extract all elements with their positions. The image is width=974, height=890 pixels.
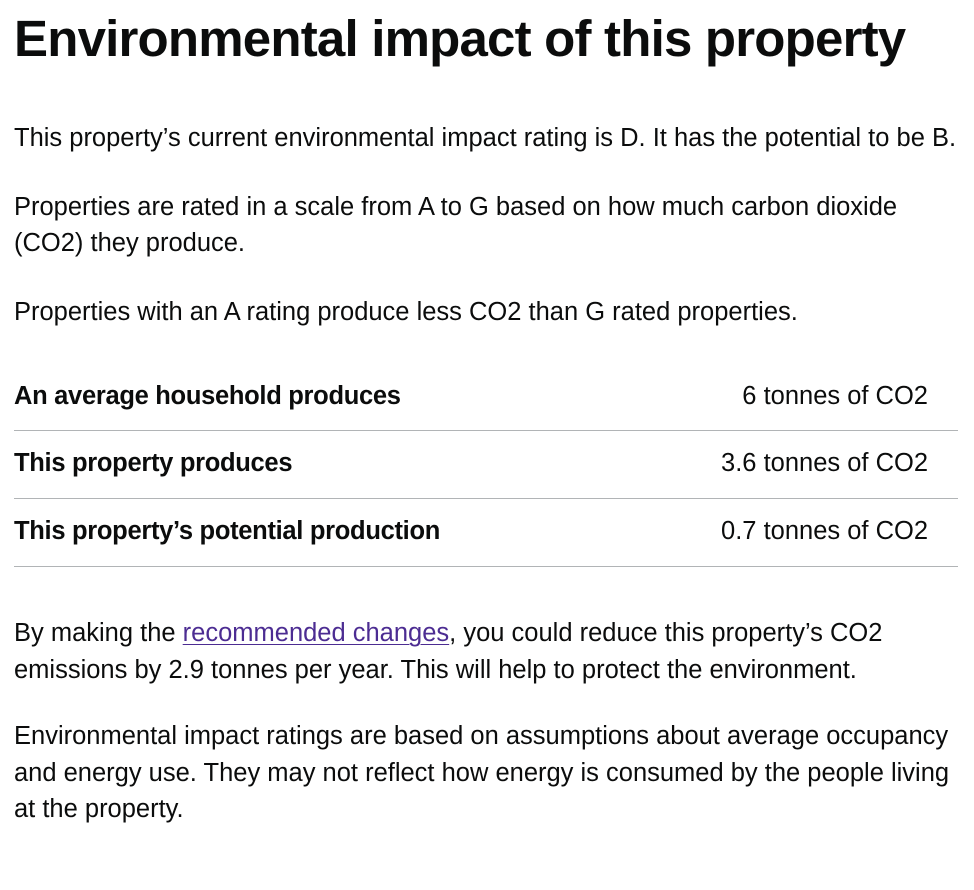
recommendation-suffix: , you could reduce this property’s CO2 e… — [14, 619, 883, 684]
page-title: Environmental impact of this property — [14, 10, 906, 67]
summary-value: 3.6 tonnes of CO2 — [721, 449, 928, 477]
summary-row-property-produces: This property produces 3.6 tonnes of CO2 — [14, 431, 958, 499]
summary-row-potential-production: This property’s potential production 0.7… — [14, 499, 958, 567]
current-rating-text: This property’s current environmental im… — [14, 124, 957, 152]
recommendation-text: By making the recommended changes, you c… — [14, 615, 958, 688]
rating-scale-text: Properties are rated in a scale from A t… — [14, 192, 898, 258]
disclaimer-text: Environmental impact ratings are based o… — [14, 722, 950, 823]
co2-summary-list: An average household produces 6 tonnes o… — [14, 364, 958, 567]
summary-value: 6 tonnes of CO2 — [742, 381, 928, 410]
summary-key: This property’s potential production — [14, 517, 441, 545]
summary-key: This property produces — [14, 449, 293, 477]
summary-value: 0.7 tonnes of CO2 — [721, 517, 928, 545]
recommended-changes-link[interactable]: recommended changes — [182, 619, 450, 647]
rating-comparison-text: Properties with an A rating produce less… — [14, 297, 798, 326]
summary-key: An average household produces — [14, 381, 401, 410]
summary-row-average-household: An average household produces 6 tonnes o… — [14, 364, 958, 431]
recommendation-prefix: By making the — [14, 619, 183, 647]
environmental-impact-section: Environmental impact of this property Th… — [14, 10, 958, 823]
